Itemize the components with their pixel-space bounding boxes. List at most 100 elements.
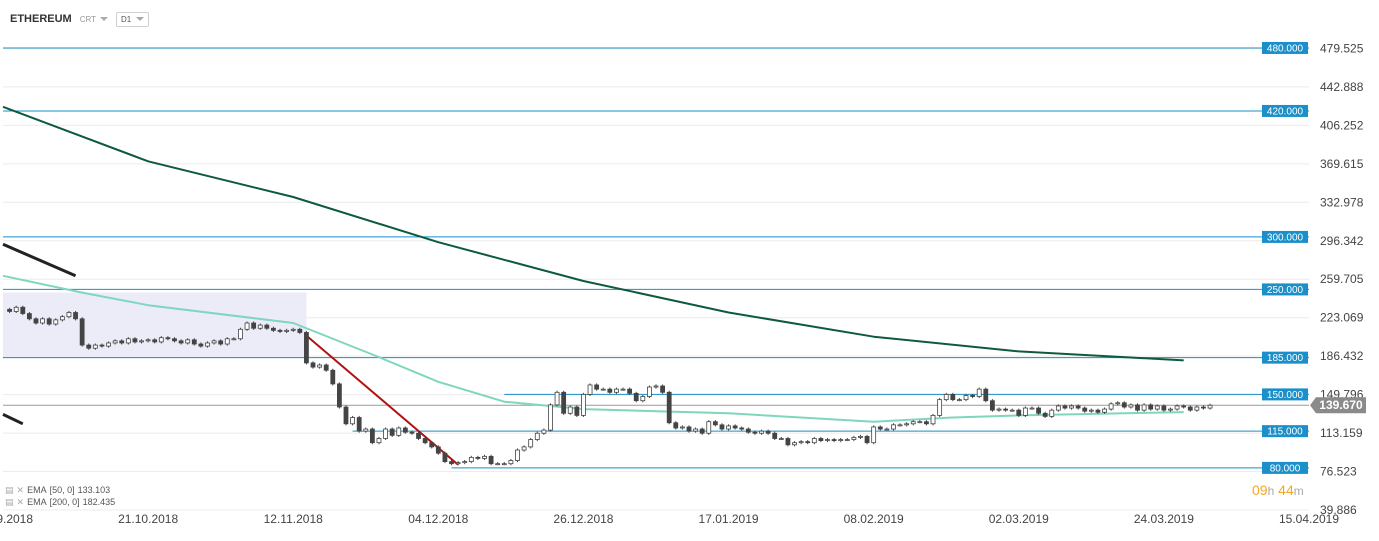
candle-body — [772, 432, 778, 439]
candle-body — [323, 364, 329, 371]
candle-body — [191, 339, 197, 345]
candle-body — [139, 340, 144, 343]
candle-body — [99, 344, 105, 347]
candle-body — [310, 362, 316, 368]
candle-body — [963, 395, 969, 401]
candle-body — [409, 431, 415, 434]
candle-body — [798, 441, 804, 444]
level-label-bg — [1262, 41, 1308, 54]
timer-hours: 09 — [1252, 482, 1268, 498]
candle-body — [343, 406, 349, 425]
candle-body — [844, 439, 850, 441]
candle-body — [752, 431, 758, 434]
candle-body — [818, 438, 824, 441]
y-tick-label: 186.432 — [1320, 349, 1364, 363]
candle-body — [554, 391, 560, 406]
candle-body — [33, 318, 39, 324]
level-label-bg — [1262, 388, 1308, 401]
candle-body — [805, 441, 811, 444]
candle-body — [1036, 407, 1041, 414]
candle-body — [92, 344, 98, 349]
candle-body — [851, 437, 857, 440]
candle-body — [567, 406, 573, 414]
candle-body — [515, 449, 520, 461]
candle-body — [831, 439, 837, 441]
candle-body — [699, 428, 705, 434]
candle-body — [924, 421, 929, 425]
candle-body — [1174, 405, 1180, 410]
candle-body — [59, 316, 65, 321]
timeframe-dropdown[interactable]: D1 — [116, 11, 150, 27]
candle-body — [1095, 409, 1101, 413]
candle-body — [363, 428, 369, 432]
candle-body — [20, 306, 26, 314]
timer-minutes: 44 — [1278, 482, 1294, 498]
candle-body — [297, 328, 303, 333]
candle-body — [211, 340, 217, 344]
candle-body — [1069, 405, 1074, 409]
chevron-down-icon — [136, 17, 145, 21]
candle-body — [468, 456, 474, 462]
candle-body — [66, 312, 72, 318]
candle-body — [825, 439, 830, 441]
candle-body — [356, 417, 362, 432]
candle-body — [1135, 404, 1140, 411]
timer-minutes-unit: m — [1293, 484, 1304, 498]
y-tick-label: 296.342 — [1320, 234, 1364, 248]
x-tick-label: 17.01.2019 — [699, 512, 759, 526]
candle-body — [1102, 408, 1107, 413]
candle-body — [1009, 409, 1015, 412]
candle-body — [46, 318, 52, 325]
y-tick-label: 332.978 — [1320, 195, 1364, 209]
current-price-label: 139.670 — [1319, 398, 1363, 412]
trend-line-black — [2, 412, 24, 426]
candle-body — [231, 338, 237, 341]
candle-body — [350, 417, 355, 425]
candle-body — [132, 338, 138, 343]
candle-body — [402, 427, 408, 433]
settings-icon[interactable]: ▤ — [5, 497, 14, 507]
candle-body — [871, 426, 877, 444]
settings-icon[interactable]: ▤ — [5, 485, 14, 495]
x-tick-label: 24.03.2019 — [1134, 512, 1194, 526]
candle-body — [548, 404, 553, 431]
candle-body — [970, 395, 976, 397]
candle-body — [666, 391, 672, 424]
ema200-line — [2, 105, 1184, 362]
candle-body — [660, 385, 665, 393]
candle-body — [765, 430, 771, 434]
legend-name: EMA — [27, 485, 47, 495]
candle-body — [976, 388, 982, 397]
candle-body — [488, 455, 494, 465]
candle-body — [317, 364, 323, 368]
candle-body — [336, 383, 342, 408]
candle-body — [482, 455, 487, 459]
candle-body — [455, 462, 461, 465]
chart-toolbar: ETHEREUM CRT D1 — [10, 9, 150, 29]
candle-body — [238, 328, 243, 340]
candle-body — [778, 438, 784, 440]
candle-body — [304, 332, 309, 364]
candle-body — [739, 427, 745, 430]
trend-line-black — [2, 242, 77, 278]
timer-hours-unit: h — [1267, 484, 1275, 498]
candle-body — [1168, 408, 1173, 411]
chart-mode-label: CRT — [79, 14, 97, 24]
candle-body — [1088, 409, 1094, 412]
close-icon[interactable]: ✕ — [16, 485, 25, 495]
level-label-bg — [1262, 230, 1308, 243]
candle-body — [561, 391, 567, 414]
candle-body — [178, 340, 184, 344]
candle-body — [1082, 407, 1088, 412]
candle-body — [383, 428, 388, 439]
candle-body — [475, 456, 481, 459]
candle-body — [957, 399, 962, 402]
chart-mode-dropdown[interactable]: CRT — [79, 14, 109, 24]
legend-row-ema200: ▤ ✕ EMA [200, 0] 182.435 — [5, 496, 115, 508]
candle-body — [264, 324, 270, 329]
candle-body — [1201, 406, 1206, 409]
legend-params: [50, 0] — [49, 485, 75, 495]
close-icon[interactable]: ✕ — [16, 497, 25, 507]
